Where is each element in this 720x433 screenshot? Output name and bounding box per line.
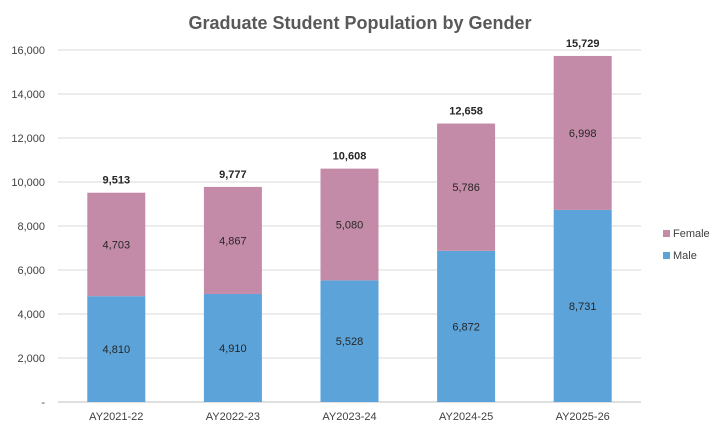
total-label: 12,658 — [449, 106, 483, 118]
y-tick-label: - — [41, 397, 45, 409]
y-tick-label: 6,000 — [17, 265, 45, 277]
x-tick-label: AY2024-25 — [439, 411, 493, 423]
bar-segment-female — [87, 192, 146, 297]
chart-title: Graduate Student Population by Gender — [188, 13, 531, 33]
data-label-female: 5,080 — [336, 220, 364, 232]
data-label-male: 8,731 — [569, 301, 597, 313]
x-tick-label: AY2025-26 — [556, 411, 610, 423]
legend-label-female: Female — [673, 228, 710, 240]
total-label: 15,729 — [566, 38, 600, 50]
y-axis: - 2,000 4,000 6,000 8,000 10,000 12,000 14,000 1… — [11, 45, 45, 409]
x-tick-label: AY2021-22 — [89, 411, 143, 423]
legend-label-male: Male — [673, 250, 697, 262]
bar-segment-female — [437, 123, 496, 251]
y-tick-label: 12,000 — [11, 133, 45, 145]
bar-segment-female — [320, 168, 379, 281]
y-tick-label: 2,000 — [17, 353, 45, 365]
y-tick-label: 14,000 — [11, 89, 45, 101]
x-tick-label: AY2022-23 — [206, 411, 260, 423]
total-label: 9,777 — [219, 169, 247, 181]
y-tick-label: 10,000 — [11, 177, 45, 189]
legend: Female Male — [663, 228, 710, 262]
bar-segment-female — [553, 55, 612, 210]
y-tick-label: 4,000 — [17, 309, 45, 321]
data-label-female: 5,786 — [452, 182, 480, 194]
total-label: 9,513 — [103, 175, 131, 187]
bar-segment-male — [203, 293, 262, 402]
bar-segment-male — [320, 280, 379, 402]
total-label: 10,608 — [333, 151, 367, 163]
bar-segment-male — [553, 209, 612, 402]
data-label-male: 6,872 — [452, 321, 480, 333]
legend-swatch-male — [663, 252, 670, 259]
y-tick-label: 16,000 — [11, 45, 45, 57]
legend-swatch-female — [663, 230, 670, 237]
y-tick-label: 8,000 — [17, 221, 45, 233]
x-tick-label: AY2023-24 — [322, 411, 376, 423]
data-label-male: 4,910 — [219, 343, 247, 355]
bar-segment-male — [437, 250, 496, 402]
bars: 4,810 4,703 9,513 4,910 4,867 9,777 5,528 5,080… — [87, 38, 612, 402]
data-label-female: 4,867 — [219, 235, 247, 247]
data-label-male: 4,810 — [103, 344, 131, 356]
data-label-female: 4,703 — [103, 239, 131, 251]
data-label-female: 6,998 — [569, 128, 597, 140]
x-axis: AY2021-22 AY2022-23 AY2023-24 AY2024-25 AY20… — [89, 411, 610, 423]
data-label-male: 5,528 — [336, 336, 364, 348]
bar-segment-female — [203, 186, 262, 294]
bar-segment-male — [87, 296, 146, 402]
